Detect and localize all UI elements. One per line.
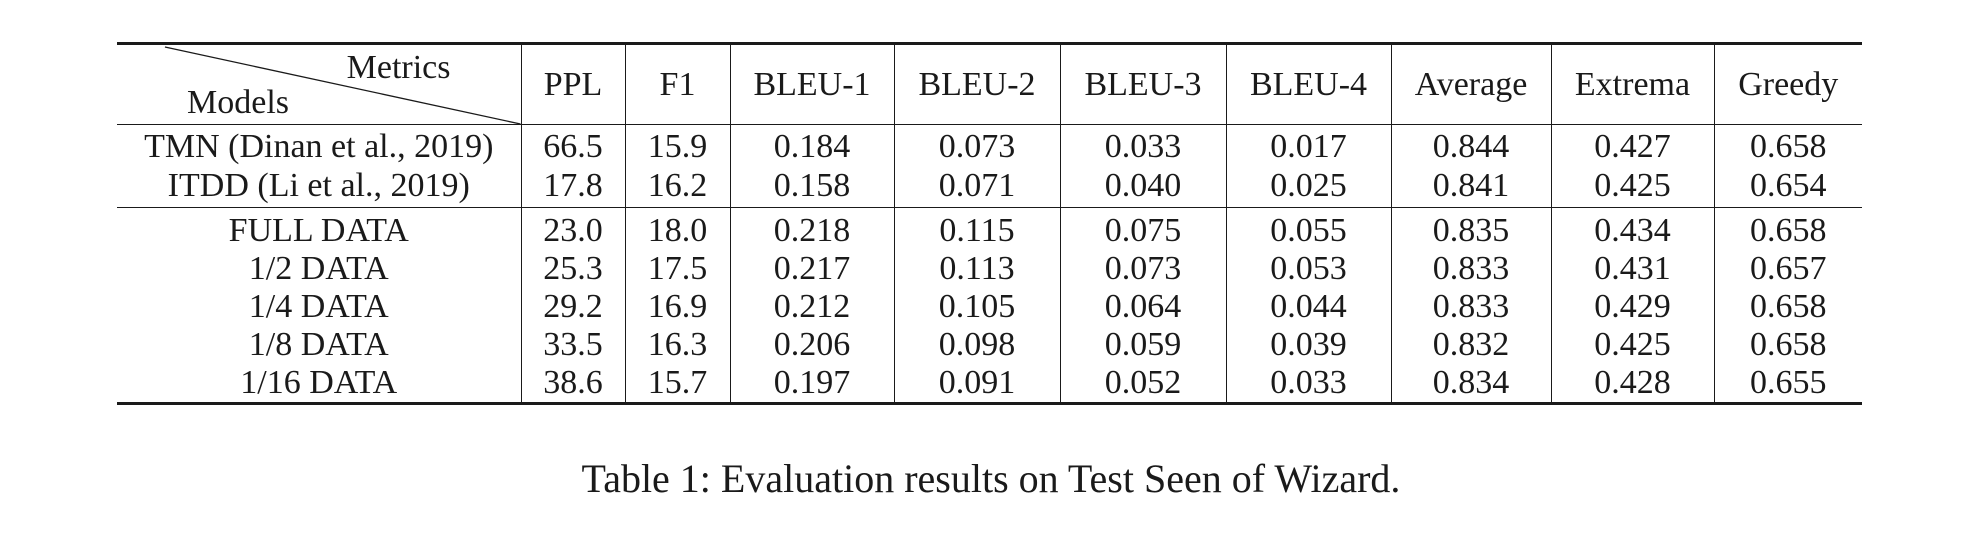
- value-cell-greedy: 0.655: [1713, 364, 1862, 405]
- column-header-bleu-3: BLEU-3: [1059, 42, 1226, 125]
- value-cell-f1: 15.9: [624, 124, 730, 166]
- model-name-cell: 1/16 DATA: [117, 364, 521, 405]
- column-header-ppl: PPL: [520, 42, 625, 125]
- value-cell-bleu-3: 0.040: [1059, 166, 1226, 208]
- column-header-bleu-2: BLEU-2: [893, 42, 1060, 125]
- model-name-cell: FULL DATA: [228, 212, 409, 249]
- table-row: 1/8 DATA 33.5 16.3 0.206 0.098 0.059 0.0…: [117, 326, 1862, 364]
- value-cell-extrema: 0.434: [1550, 207, 1714, 250]
- value-cell-average: 0.844: [1390, 124, 1551, 166]
- value-cell-bleu-4: 0.053: [1225, 250, 1391, 288]
- value-cell-bleu-1: 0.212: [729, 288, 894, 326]
- model-name-cell: 1/2 DATA: [248, 250, 389, 287]
- model-name-cell: ITDD (Li et al., 2019): [117, 166, 521, 208]
- value-cell-bleu-1: 0.206: [729, 326, 894, 364]
- data-variants-group: FULL DATA 23.0 18.0 0.218 0.115 0.075 0.…: [117, 207, 1862, 405]
- value-cell-bleu-1: 0.158: [729, 166, 894, 208]
- value-cell-greedy: 0.657: [1713, 250, 1862, 288]
- model-name-cell: 1/4 DATA: [248, 288, 389, 325]
- value-cell-bleu-4: 0.033: [1225, 364, 1391, 405]
- value-cell-bleu-3: 0.033: [1059, 124, 1226, 166]
- value-cell-bleu-3: 0.075: [1059, 207, 1226, 250]
- value-cell-bleu-1: 0.184: [729, 124, 894, 166]
- value-cell-average: 0.833: [1390, 250, 1551, 288]
- table-row: 1/2 DATA 25.3 17.5 0.217 0.113 0.073 0.0…: [117, 250, 1862, 288]
- results-table-container: Metrics Models PPL F1 BLEU-1 BLEU-2 BLEU…: [117, 42, 1862, 405]
- value-cell-ppl: 17.8: [520, 166, 625, 208]
- value-cell-extrema: 0.425: [1550, 326, 1714, 364]
- table-row: FULL DATA 23.0 18.0 0.218 0.115 0.075 0.…: [117, 207, 1862, 250]
- value-cell-bleu-2: 0.073: [893, 124, 1060, 166]
- table-row: 1/16 DATA 38.6 15.7 0.197 0.091 0.052 0.…: [117, 364, 1862, 405]
- table-caption: Table 1: Evaluation results on Test Seen…: [581, 456, 1401, 501]
- value-cell-ppl: 33.5: [520, 326, 625, 364]
- value-cell-greedy: 0.658: [1713, 124, 1862, 166]
- value-cell-greedy: 0.658: [1713, 326, 1862, 364]
- value-cell-greedy: 0.658: [1713, 288, 1862, 326]
- table-row: 1/4 DATA 29.2 16.9 0.212 0.105 0.064 0.0…: [117, 288, 1862, 326]
- column-header-bleu-1: BLEU-1: [729, 42, 894, 125]
- value-cell-greedy: 0.658: [1713, 207, 1862, 250]
- value-cell-average: 0.832: [1390, 326, 1551, 364]
- model-name-cell: TMN (Dinan et al., 2019): [144, 128, 494, 165]
- value-cell-bleu-3: 0.052: [1059, 364, 1226, 405]
- model-name-cell: 1/8 DATA: [248, 326, 389, 363]
- value-cell-f1: 16.3: [624, 326, 730, 364]
- column-header-average: Average: [1390, 42, 1551, 125]
- value-cell-f1: 16.9: [624, 288, 730, 326]
- value-cell-bleu-2: 0.071: [893, 166, 1060, 208]
- column-header-greedy: Greedy: [1713, 42, 1862, 125]
- table-row: TMN (Dinan et al., 2019) 66.5 15.9 0.184…: [117, 124, 1862, 166]
- value-cell-average: 0.841: [1390, 166, 1551, 208]
- value-cell-bleu-1: 0.217: [729, 250, 894, 288]
- value-cell-f1: 17.5: [624, 250, 730, 288]
- value-cell-bleu-4: 0.025: [1225, 166, 1391, 208]
- value-cell-f1: 18.0: [624, 207, 730, 250]
- value-cell-extrema: 0.428: [1550, 364, 1714, 405]
- value-cell-ppl: 38.6: [520, 364, 625, 405]
- value-cell-bleu-3: 0.073: [1059, 250, 1226, 288]
- value-cell-bleu-4: 0.039: [1225, 326, 1391, 364]
- evaluation-results-table: Metrics Models PPL F1 BLEU-1 BLEU-2 BLEU…: [117, 42, 1862, 405]
- value-cell-ppl: 66.5: [520, 124, 625, 166]
- value-cell-average: 0.835: [1390, 207, 1551, 250]
- value-cell-extrema: 0.425: [1550, 166, 1714, 208]
- value-cell-bleu-3: 0.059: [1059, 326, 1226, 364]
- value-cell-greedy: 0.654: [1713, 166, 1862, 208]
- value-cell-bleu-2: 0.113: [893, 250, 1060, 288]
- value-cell-extrema: 0.431: [1550, 250, 1714, 288]
- header-row: Metrics Models PPL F1 BLEU-1 BLEU-2 BLEU…: [117, 42, 1862, 125]
- models-axis-label: Models: [187, 84, 289, 121]
- value-cell-ppl: 29.2: [520, 288, 625, 326]
- value-cell-bleu-2: 0.105: [893, 288, 1060, 326]
- value-cell-extrema: 0.429: [1550, 288, 1714, 326]
- value-cell-ppl: 23.0: [520, 207, 625, 250]
- column-header-extrema: Extrema: [1550, 42, 1714, 125]
- value-cell-ppl: 25.3: [520, 250, 625, 288]
- value-cell-bleu-4: 0.044: [1225, 288, 1391, 326]
- baseline-models-group: TMN (Dinan et al., 2019) 66.5 15.9 0.184…: [117, 124, 1862, 208]
- column-header-bleu-4: BLEU-4: [1225, 42, 1391, 125]
- column-header-f1: F1: [624, 42, 730, 125]
- value-cell-bleu-3: 0.064: [1059, 288, 1226, 326]
- value-cell-bleu-1: 0.218: [729, 207, 894, 250]
- value-cell-f1: 16.2: [624, 166, 730, 208]
- value-cell-extrema: 0.427: [1550, 124, 1714, 166]
- metrics-axis-label: Metrics: [346, 49, 451, 86]
- diagonal-divider: [164, 46, 521, 124]
- value-cell-average: 0.834: [1390, 364, 1551, 405]
- value-cell-bleu-1: 0.197: [729, 364, 894, 405]
- value-cell-bleu-2: 0.091: [893, 364, 1060, 405]
- value-cell-bleu-4: 0.017: [1225, 124, 1391, 166]
- value-cell-average: 0.833: [1390, 288, 1551, 326]
- value-cell-bleu-2: 0.098: [893, 326, 1060, 364]
- value-cell-f1: 15.7: [624, 364, 730, 405]
- value-cell-bleu-4: 0.055: [1225, 207, 1391, 250]
- value-cell-bleu-2: 0.115: [893, 207, 1060, 250]
- corner-header-cell: Metrics Models: [117, 42, 521, 125]
- table-row: ITDD (Li et al., 2019) 17.8 16.2 0.158 0…: [117, 166, 1862, 208]
